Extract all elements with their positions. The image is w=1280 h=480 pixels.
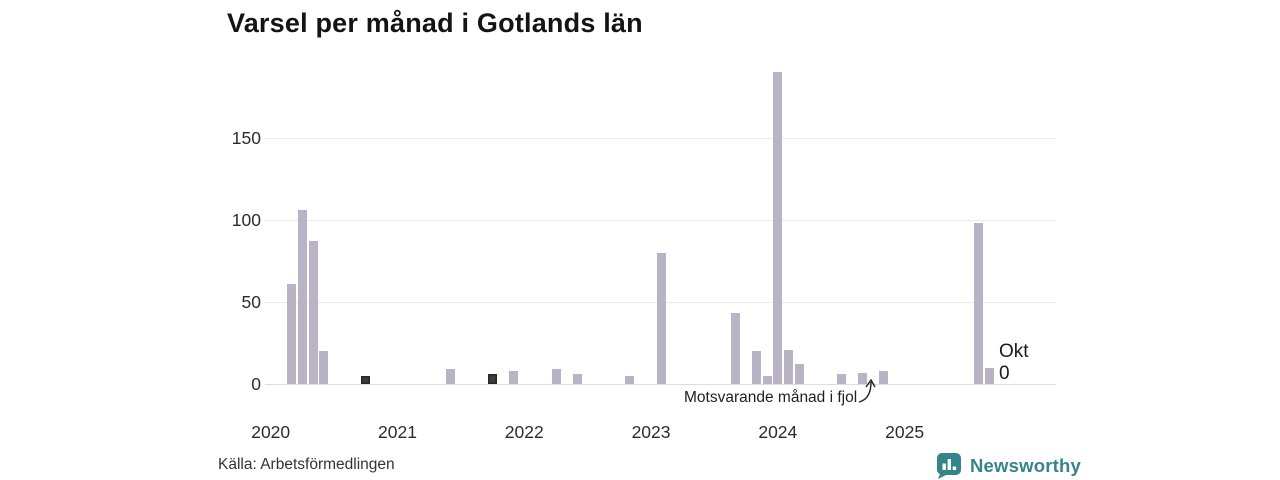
bar xyxy=(984,368,994,384)
x-axis-tick-label: 2025 xyxy=(885,422,925,442)
bar xyxy=(762,376,772,384)
bar xyxy=(974,223,984,384)
chart-title: Varsel per månad i Gotlands län xyxy=(227,8,643,38)
latest-month-name: Okt xyxy=(999,341,1029,362)
bar xyxy=(857,373,867,384)
bar xyxy=(752,351,762,384)
gridline xyxy=(265,220,1056,221)
bar xyxy=(319,351,328,384)
bar xyxy=(773,72,783,384)
annotation-arrow-icon xyxy=(858,378,876,403)
latest-month-value: 0 xyxy=(999,362,1010,384)
x-axis-tick-label: 2020 xyxy=(251,422,291,442)
latest-month-label: Okt 0 xyxy=(999,341,1029,384)
bar xyxy=(572,374,582,384)
y-axis-tick-label: 150 xyxy=(231,128,261,148)
annotation-text: Motsvarande månad i fjol xyxy=(684,389,858,406)
x-axis-tick-label: 2022 xyxy=(504,422,544,442)
bar xyxy=(657,253,667,384)
y-axis-tick-label: 100 xyxy=(231,210,261,230)
bar xyxy=(836,374,846,384)
bar xyxy=(308,241,318,384)
newsworthy-logo: Newsworthy xyxy=(936,452,1081,479)
bar xyxy=(731,313,741,384)
y-axis-tick-label: 50 xyxy=(241,292,261,312)
gridline xyxy=(265,138,1056,139)
gridline xyxy=(265,384,1056,385)
y-axis-tick-label: 0 xyxy=(251,374,261,394)
bar xyxy=(879,371,888,384)
bar xyxy=(551,369,561,384)
bar-highlighted xyxy=(488,374,498,384)
x-axis-tick-label: 2021 xyxy=(378,422,417,442)
bar xyxy=(287,284,297,384)
bar xyxy=(509,371,519,384)
bar-highlighted xyxy=(361,376,371,384)
source-note: Källa: Arbetsförmedlingen xyxy=(218,456,395,473)
bar xyxy=(794,364,804,384)
bar xyxy=(297,210,307,384)
x-axis-tick-label: 2024 xyxy=(758,422,798,442)
newsworthy-logo-icon xyxy=(937,453,961,479)
x-axis-tick-label: 2023 xyxy=(631,422,671,442)
bar xyxy=(445,369,455,384)
bar xyxy=(625,376,635,384)
newsworthy-logo-text: Newsworthy xyxy=(970,454,1081,476)
bar xyxy=(783,350,793,384)
